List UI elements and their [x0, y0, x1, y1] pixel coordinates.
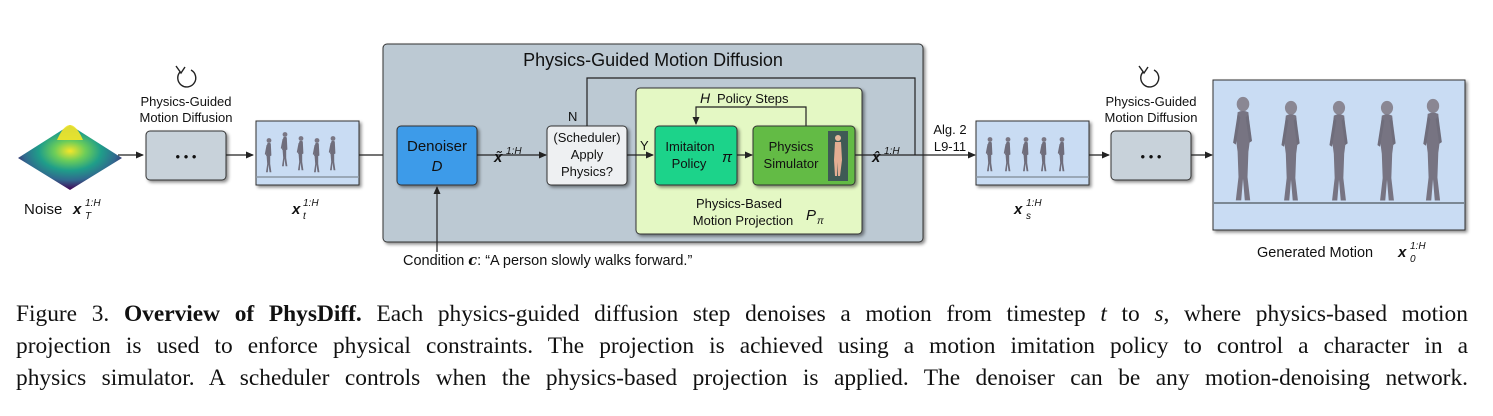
policy-steps-math: H	[700, 90, 711, 106]
projection-line2: Motion Projection	[693, 213, 793, 228]
denoiser-math: D	[432, 158, 443, 175]
svg-text:1:H: 1:H	[884, 146, 900, 157]
noise-sup: 1:H	[85, 198, 101, 209]
xs-motion-image	[975, 120, 1090, 186]
imitation-math: π	[722, 149, 733, 166]
svg-text:1:H: 1:H	[85, 198, 101, 209]
scheduler-line3: Physics?	[561, 164, 613, 179]
imitation-line1: Imitaiton	[665, 139, 714, 154]
denoiser-title: Denoiser	[407, 138, 467, 155]
xs-math: x	[1013, 201, 1023, 218]
xhat-math: x̂	[871, 149, 881, 166]
simulator-line2: Simulator	[764, 156, 820, 171]
generated-motion-image	[1212, 79, 1466, 231]
scheduler-line1: (Scheduler)	[553, 130, 620, 145]
generated-sub: 0	[1410, 254, 1416, 265]
condition-prefix: Condition	[403, 253, 464, 269]
xt-sup: 1:H	[303, 198, 319, 209]
caption-to: to	[1121, 301, 1140, 327]
svg-text:s: s	[1026, 211, 1031, 222]
xs-sub: s	[1026, 211, 1031, 222]
alg-line1: Alg. 2	[933, 122, 966, 137]
caption-line-2: projection is used to enforce physical c…	[16, 333, 1468, 359]
simulator-character-image	[828, 131, 848, 181]
caption-line-1: Figure 3. Overview of PhysDiff. Each phy…	[16, 298, 1468, 330]
panel-title: Physics-Guided Motion Diffusion	[523, 50, 783, 70]
xs-sup: 1:H	[1026, 198, 1042, 209]
physdiff-figure: Noise x 1:H T Physics-Guided Motion Diff…	[18, 43, 1466, 269]
condition-text: : “A person slowly walks forward.”	[477, 253, 692, 269]
svg-text:T: T	[85, 211, 92, 222]
noise-surface-image	[18, 125, 122, 190]
xt-math: x	[291, 201, 301, 218]
noise-label: Noise	[24, 201, 62, 218]
generated-sup: 1:H	[1410, 241, 1426, 252]
noise-math-label: x	[72, 201, 82, 218]
svg-text:1:H: 1:H	[303, 198, 319, 209]
projection-line1: Physics-Based	[696, 196, 782, 211]
condition-math: c	[468, 252, 477, 269]
noise-sub: T	[85, 211, 92, 222]
generated-math: x	[1397, 244, 1407, 261]
alg-line2: L9-11	[934, 139, 966, 154]
svg-text:1:H: 1:H	[1410, 241, 1426, 252]
right-cycle-label-2: Motion Diffusion	[1105, 110, 1198, 125]
caption-line-3: physics simulator. A scheduler controls …	[16, 365, 1468, 391]
right-cycle-label-1: Physics-Guided	[1105, 94, 1196, 109]
imitation-line2: Policy	[672, 156, 707, 171]
svg-text:0: 0	[1410, 254, 1416, 265]
projection-math: P	[806, 207, 816, 224]
scheduler-line2: Apply	[571, 147, 604, 162]
caption-title: Overview of PhysDiff.	[123, 301, 362, 327]
caption-line1-a: Each physics-guided diffusion step denoi…	[376, 301, 1086, 327]
policy-steps-label: Policy Steps	[717, 91, 789, 106]
right-cycle-icon	[1138, 65, 1160, 88]
left-cycle-label-1: Physics-Guided	[140, 94, 231, 109]
xtilde-math: x̃	[493, 149, 503, 166]
condition-label: Condition c: “A person slowly walks forw…	[403, 252, 692, 269]
svg-text:1:H: 1:H	[1026, 198, 1042, 209]
generated-label: Generated Motion	[1257, 245, 1373, 261]
xtilde-sup: 1:H	[506, 146, 522, 157]
left-cycle-icon	[175, 65, 197, 88]
no-label: N	[568, 109, 577, 124]
xt-sub: t	[303, 211, 307, 222]
svg-text:1:H: 1:H	[506, 146, 522, 157]
caption-t-var: t	[1100, 301, 1107, 327]
left-cycle-label-2: Motion Diffusion	[140, 110, 233, 125]
yes-label: Y	[640, 138, 649, 153]
projection-sub: π	[817, 216, 824, 227]
svg-text:π: π	[817, 216, 824, 227]
xhat-sup: 1:H	[884, 146, 900, 157]
caption-line1-b: , where physics-based motion	[1163, 301, 1468, 327]
simulator-line1: Physics	[769, 139, 814, 154]
figure-caption: Figure 3. Overview of PhysDiff. Each phy…	[16, 298, 1468, 394]
caption-fig-num: Figure 3.	[16, 301, 110, 327]
denoiser-box	[396, 125, 478, 186]
caption-s-var: s	[1154, 301, 1164, 327]
svg-text:t: t	[303, 211, 307, 222]
left-dots: • • •	[176, 149, 197, 164]
xt-motion-image	[255, 120, 360, 186]
right-dots: • • •	[1141, 149, 1162, 164]
